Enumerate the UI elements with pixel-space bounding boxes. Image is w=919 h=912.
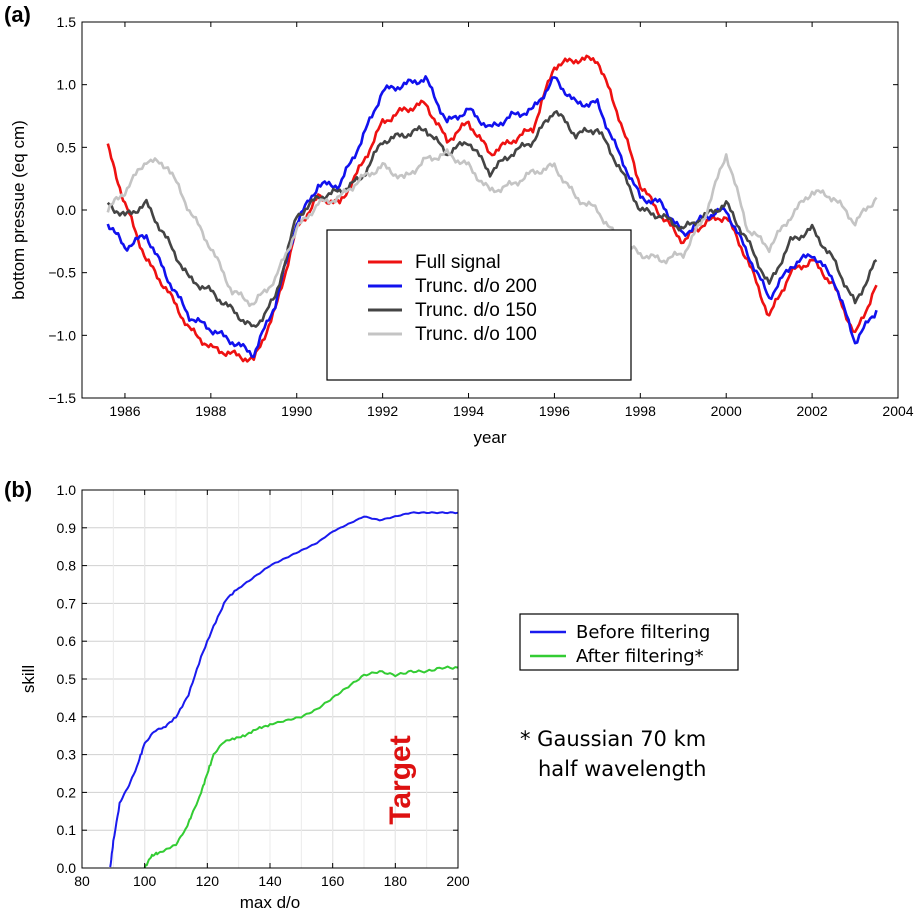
- x-tick-label: 2002: [797, 403, 828, 419]
- x-axis-label: max d/o: [240, 893, 300, 912]
- legend-b-label-1: After filtering*: [576, 646, 704, 667]
- x-tick-label: 1992: [367, 403, 398, 419]
- x-tick-label: 2000: [711, 403, 742, 419]
- chart-a: 1986 1988 1990 1992 1994 1996 1998 2000 2002 2004…: [9, 14, 914, 447]
- y-tick-label: 0.9: [57, 520, 77, 536]
- panel-b-label: (b): [4, 477, 33, 502]
- x-tick-label: 1998: [625, 403, 656, 419]
- x-tick-label: 1994: [453, 403, 484, 419]
- y-tick-label: 0.0: [57, 202, 77, 218]
- y-tick-label: 0.4: [57, 709, 77, 725]
- y-tick-label: 0.6: [57, 633, 77, 649]
- y-tick-label: 1.0: [57, 77, 77, 93]
- y-tick-label: 0.5: [57, 671, 77, 687]
- legend-a-label-3: Trunc. d/o 100: [415, 324, 537, 345]
- target-label: Target: [384, 735, 417, 824]
- y-tick-label: −0.5: [48, 265, 76, 281]
- x-tick-label: 200: [446, 873, 470, 889]
- series-line-1: [143, 665, 459, 869]
- x-axis-label: year: [473, 428, 506, 447]
- y-tick-label: −1.0: [48, 327, 76, 343]
- legend-a: Full signal Trunc. d/o 200 Trunc. d/o 150 T…: [326, 229, 632, 381]
- x-tick-label: 80: [74, 873, 90, 889]
- y-tick-label: 0.2: [57, 784, 77, 800]
- y-tick-label: 0.8: [57, 558, 77, 574]
- x-tick-label: 1986: [109, 403, 140, 419]
- legend-b-label-0: Before filtering: [576, 622, 710, 643]
- legend-b: Before filtering After filtering*: [519, 613, 739, 671]
- legend-a-label-1: Trunc. d/o 200: [415, 276, 537, 297]
- legend-a-label-2: Trunc. d/o 150: [415, 300, 537, 321]
- x-tick-label: 1988: [195, 403, 226, 419]
- y-tick-label: 0.7: [57, 595, 77, 611]
- series-line-3: [106, 148, 878, 308]
- filter-note-line2: half wavelength: [538, 757, 707, 781]
- y-tick-label: 0.0: [57, 860, 77, 876]
- x-tick-label: 120: [196, 873, 220, 889]
- x-tick-label: 1996: [539, 403, 570, 419]
- y-axis-label: skill: [19, 665, 38, 693]
- x-tick-label: 2004: [882, 403, 913, 419]
- panel-a-label: (a): [4, 2, 31, 27]
- x-tick-label: 180: [384, 873, 408, 889]
- y-tick-label: −1.5: [48, 390, 76, 406]
- x-tick-label: 160: [321, 873, 345, 889]
- y-axis-label: bottom pressue (eq cm): [9, 120, 28, 300]
- x-tick-label: 1990: [281, 403, 312, 419]
- series-line-1: [106, 75, 878, 359]
- filter-note: * Gaussian 70 km half wavelength: [520, 724, 706, 784]
- legend-a-box: [326, 229, 632, 381]
- chart-b: 80 100 120 140 160 180 200 0.0 0.1 0.2 0.3 0.4 0.5 0.…: [19, 482, 739, 912]
- y-tick-label: 0.5: [57, 139, 77, 155]
- filter-note-line1: * Gaussian 70 km: [520, 727, 707, 751]
- x-tick-label: 100: [133, 873, 157, 889]
- series-line-2: [106, 110, 878, 328]
- y-tick-label: 0.1: [57, 822, 77, 838]
- y-tick-label: 1.0: [57, 482, 77, 498]
- y-tick-label: 0.3: [57, 747, 77, 763]
- x-tick-label: 140: [258, 873, 282, 889]
- y-tick-label: 1.5: [57, 14, 77, 30]
- series-line-0: [109, 511, 459, 868]
- legend-b-box: [519, 613, 739, 671]
- legend-a-label-0: Full signal: [415, 252, 501, 273]
